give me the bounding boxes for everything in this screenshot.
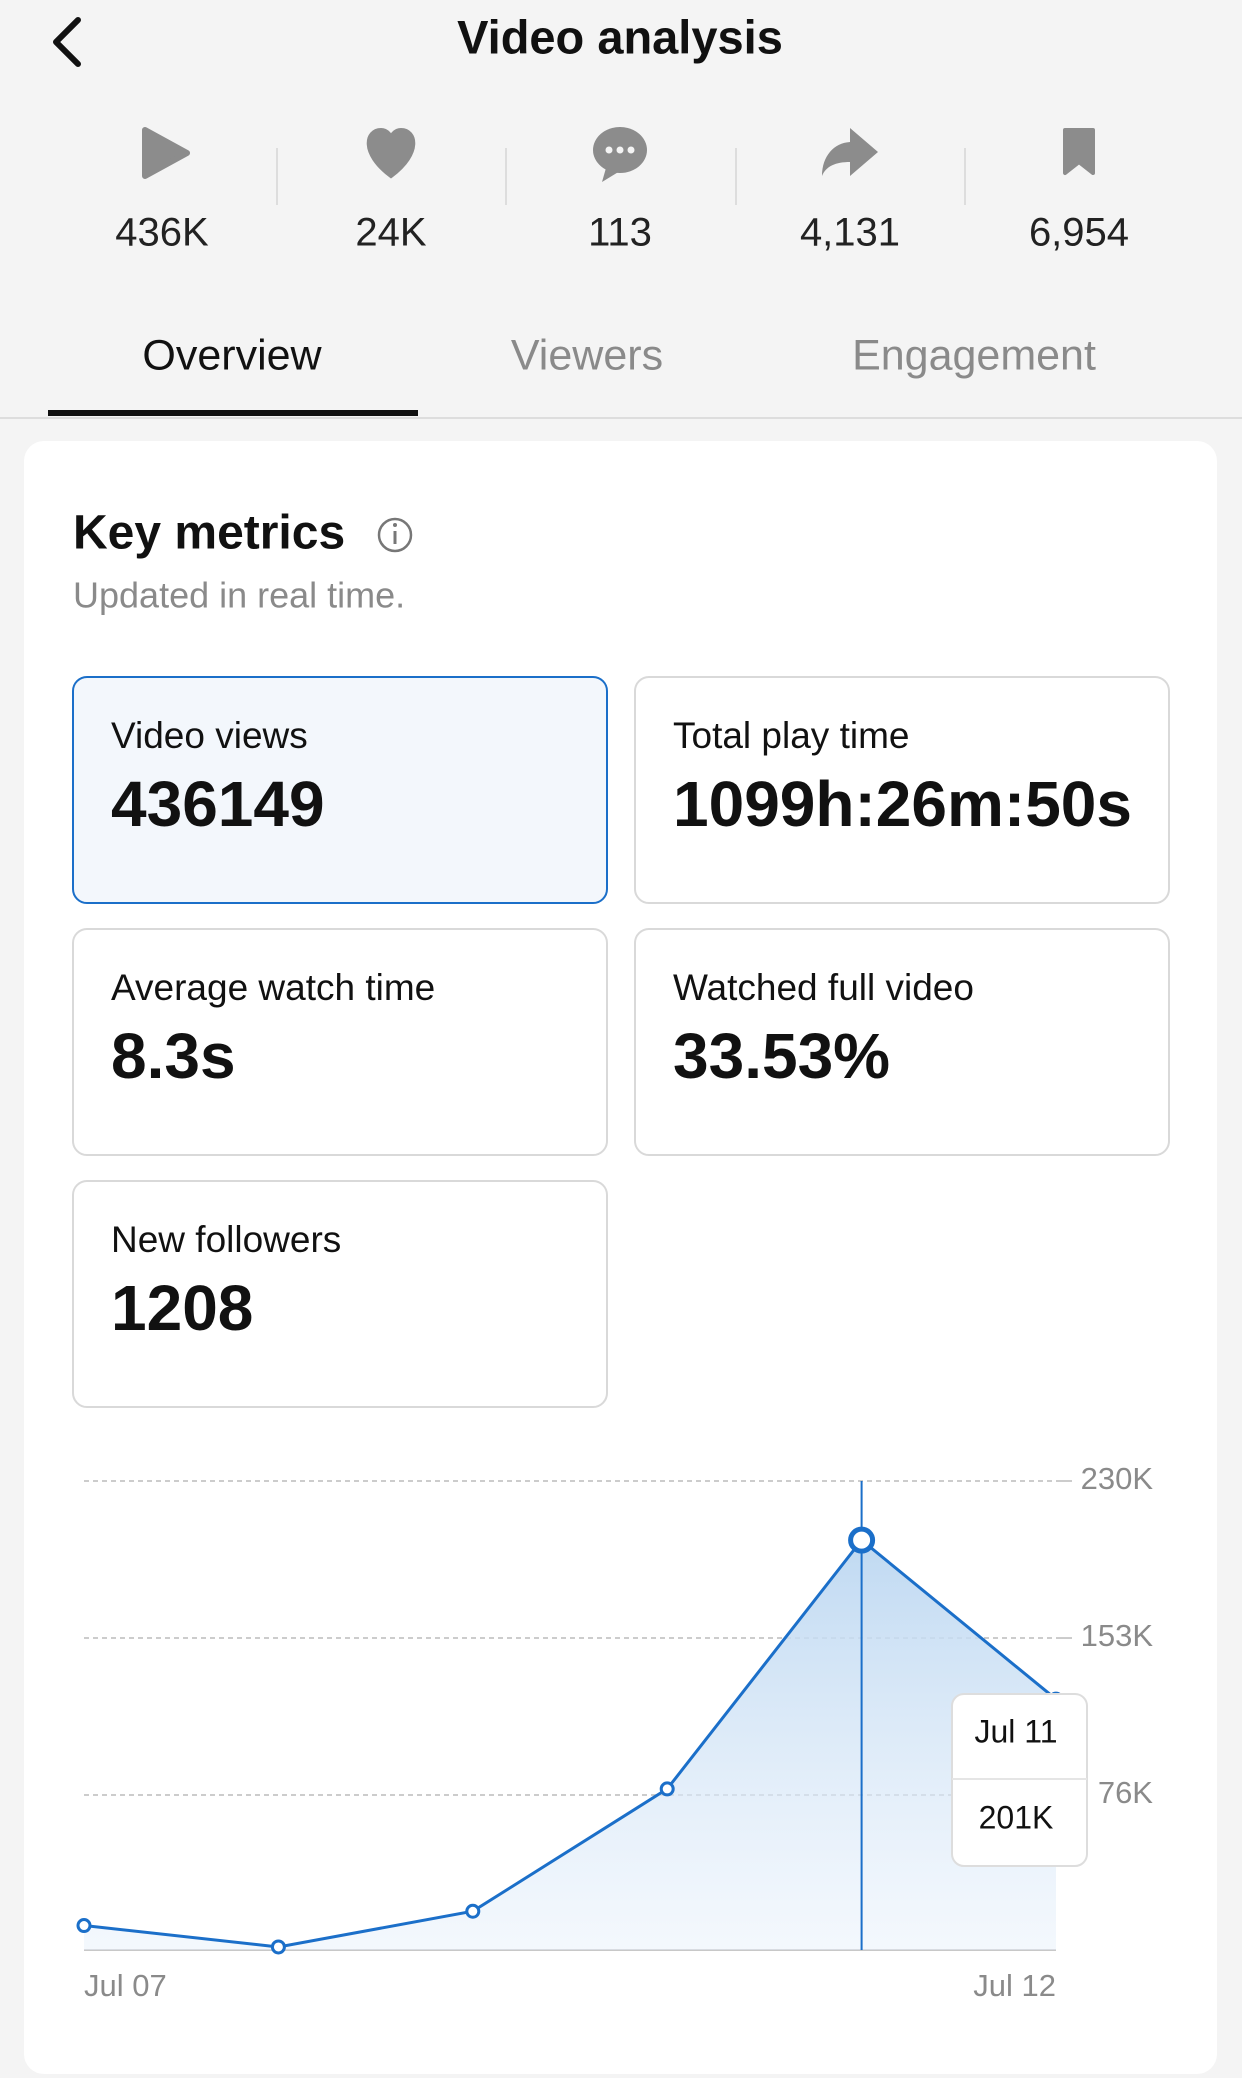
tab[interactable]: Viewers: [511, 331, 663, 379]
stat-value: 4,131: [800, 211, 900, 255]
metric-label: Average watch time: [111, 967, 435, 1008]
views-icon: [142, 127, 190, 179]
tooltip-value: 201K: [979, 1799, 1054, 1835]
x-tick-label: Jul 07: [84, 1968, 167, 2003]
page-title: Video analysis: [457, 10, 783, 63]
point: [659, 1781, 675, 1797]
point: [848, 1526, 876, 1554]
stat-value: 24K: [355, 211, 426, 255]
stat-value: 6,954: [1029, 211, 1129, 255]
x-tick-label: Jul 12: [973, 1968, 1056, 2003]
metric-value: 436149: [111, 768, 325, 840]
point: [270, 1939, 286, 1955]
shares-icon: [822, 128, 878, 176]
likes-icon: [366, 127, 416, 179]
line: [83, 1537, 1057, 1949]
y-tick-label: 153K: [1081, 1618, 1154, 1653]
y-tick-label: 230K: [1081, 1461, 1154, 1496]
y-tick-label: 76K: [1098, 1775, 1153, 1810]
metric-card[interactable]: [634, 676, 1170, 904]
tab[interactable]: Overview: [142, 331, 322, 379]
section-title: Key metrics: [73, 507, 345, 560]
stat-dividers: [276, 148, 966, 205]
tab[interactable]: Engagement: [852, 331, 1096, 379]
section-subtitle: Updated in real time.: [73, 575, 405, 616]
metric-value: 8.3s: [111, 1020, 236, 1092]
metric-label: Video views: [111, 715, 308, 756]
metric-label: New followers: [111, 1219, 341, 1260]
comments-icon: [593, 127, 647, 182]
info-icon[interactable]: [377, 517, 413, 553]
stat-value: 113: [588, 211, 652, 255]
metric-value: 1099h:26m:50s: [673, 768, 1132, 840]
point: [76, 1918, 92, 1934]
stat-value: 436K: [115, 211, 209, 255]
metric-value: 33.53%: [673, 1020, 890, 1092]
tooltip-category: Jul 11: [974, 1713, 1057, 1749]
area: [84, 1540, 1056, 1950]
tab-underline: [48, 410, 418, 416]
tooltip: Jul 11 201K: [951, 1693, 1088, 1867]
stat-icons: [142, 127, 1095, 182]
saves-icon: [1063, 128, 1095, 175]
point: [465, 1903, 481, 1919]
metric-card[interactable]: [72, 1180, 608, 1408]
back-button[interactable]: [53, 17, 81, 67]
metric-value: 1208: [111, 1272, 253, 1344]
metric-card[interactable]: [72, 928, 608, 1156]
metric-card[interactable]: [72, 676, 608, 904]
metric-card[interactable]: [634, 928, 1170, 1156]
metric-label: Watched full video: [673, 967, 974, 1008]
metric-label: Total play time: [673, 715, 910, 756]
